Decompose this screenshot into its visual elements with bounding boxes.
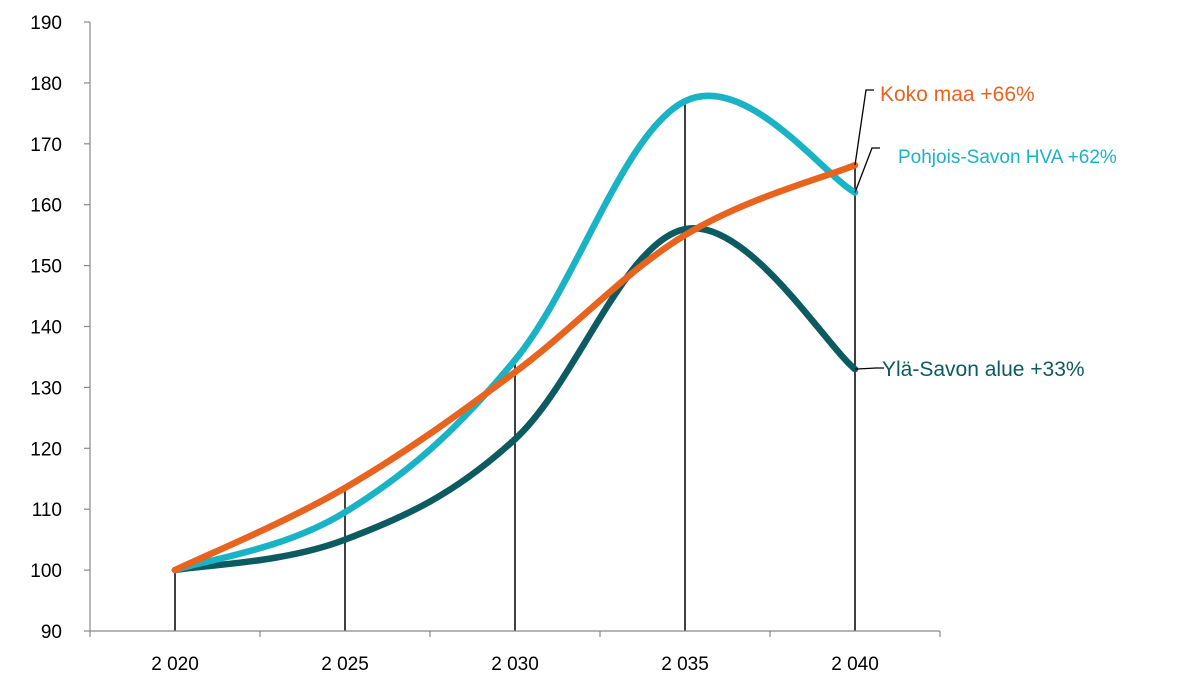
- x-tick-label: 2 035: [661, 654, 709, 675]
- y-tick-label: 180: [30, 74, 62, 95]
- label-leader-line: [854, 147, 880, 193]
- series-labels: Pohjois-Savon HVA +62% Koko maa +66% Ylä-S…: [854, 83, 1117, 381]
- label-leader-line: [854, 367, 884, 370]
- y-tick-label: 140: [30, 318, 62, 339]
- x-axis-ticks: 2 020 2 025 2 030 2 035 2 040: [89, 631, 941, 675]
- y-tick-label: 100: [30, 561, 62, 582]
- series-line-pohjois-savon-hva: [171, 92, 859, 574]
- y-tick-label: 150: [30, 257, 62, 278]
- x-tick-label: 2 020: [151, 654, 199, 675]
- x-tick-label: 2 040: [831, 654, 879, 675]
- series-lines: [171, 92, 859, 574]
- y-tick-label: 160: [30, 196, 62, 217]
- y-tick-label: 130: [30, 378, 62, 399]
- label-leader-line: [854, 89, 874, 166]
- label-pohjois-savon-hva: Pohjois-Savon HVA +62%: [898, 147, 1117, 168]
- label-yla-savon-alue: Ylä-Savon alue +33%: [882, 358, 1085, 381]
- y-axis-ticks: 90 100 110 120 130 140 150 160 170 180 190: [30, 13, 90, 643]
- y-tick-label: 120: [30, 439, 62, 460]
- series-line-yla-savon-alue: [171, 225, 859, 574]
- y-tick-label: 170: [30, 135, 62, 156]
- label-koko-maa: Koko maa +66%: [880, 83, 1035, 106]
- drop-lines: [174, 101, 856, 631]
- y-tick-label: 90: [41, 622, 62, 643]
- x-tick-label: 2 030: [491, 654, 539, 675]
- y-tick-label: 190: [30, 13, 62, 34]
- x-tick-label: 2 025: [321, 654, 369, 675]
- y-tick-label: 110: [32, 500, 62, 521]
- series-line-koko-maa: [171, 161, 859, 574]
